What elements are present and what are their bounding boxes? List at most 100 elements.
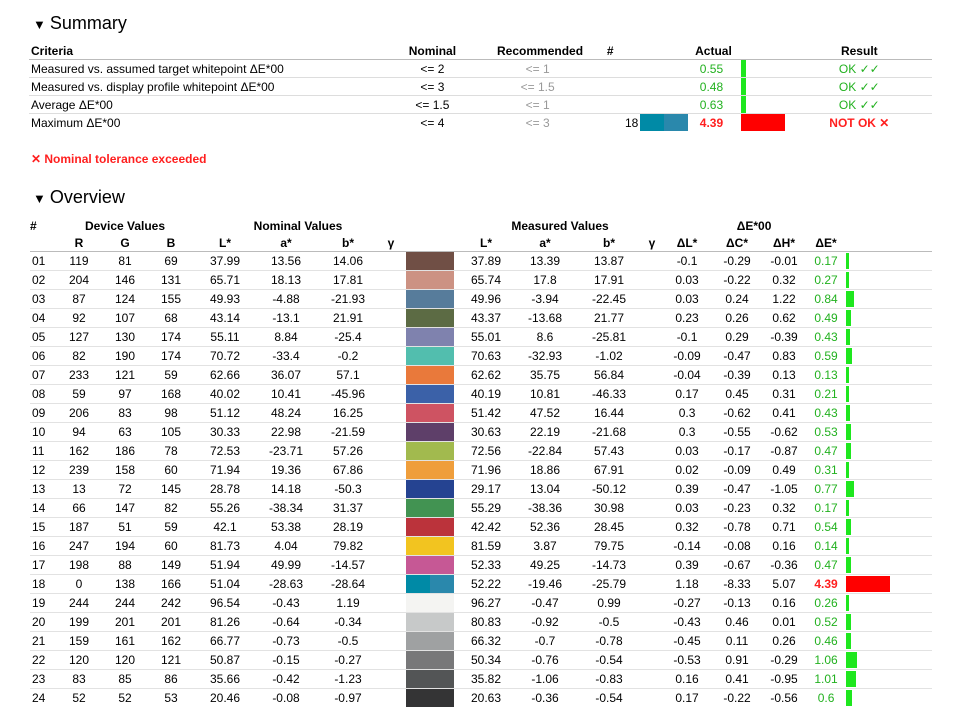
delta-e-bar-cell	[846, 688, 933, 707]
delta-e: 0.47	[806, 441, 847, 461]
overview-section-title[interactable]: ▼ Overview	[33, 187, 125, 208]
device-g: 83	[102, 403, 148, 423]
measured-l: 37.89	[458, 251, 515, 271]
delta-h: 0.49	[762, 460, 807, 480]
device-b: 174	[148, 346, 194, 366]
measured-b: 0.99	[576, 593, 643, 613]
delta-e-bar-cell	[846, 612, 933, 632]
overview-row: 20 199 201 201 81.26 -0.64 -0.34 80.83 -0.92 -0.5…	[30, 612, 933, 632]
overview-row: 16 247 194 60 81.73 4.04 79.82 81.59 3.87 79.75 -0…	[30, 536, 933, 556]
measured-l: 52.33	[458, 555, 515, 575]
row-id: 06	[30, 346, 56, 366]
nominal-l: 71.94	[194, 460, 256, 480]
nominal-a: 53.38	[256, 517, 316, 537]
measured-b: -25.81	[576, 327, 643, 347]
device-r: 127	[56, 327, 102, 347]
delta-e-bar-cell	[846, 517, 933, 537]
measured-l: 20.63	[458, 688, 515, 707]
delta-e-bar-cell	[846, 631, 933, 651]
overview-row: 07 233 121 59 62.66 36.07 57.1 62.62 35.75 56.84-…	[30, 365, 933, 385]
measured-b: -14.73	[576, 555, 643, 575]
overview-title-text: Overview	[49, 187, 125, 207]
measured-l: 51.42	[458, 403, 515, 423]
color-swatch	[406, 518, 455, 536]
tolerance-warning: ✕ Nominal tolerance exceeded	[31, 152, 207, 166]
delta-l: 0.23	[662, 308, 713, 328]
nominal-a: -0.64	[256, 612, 316, 632]
nominal-l: 62.66	[194, 365, 256, 385]
color-swatch-cell	[402, 555, 459, 575]
delta-h: 0.83	[762, 346, 807, 366]
delta-e: 0.77	[806, 479, 847, 499]
collapse-triangle-icon[interactable]: ▼	[33, 17, 46, 32]
subheader-measured-a: a*	[514, 234, 577, 252]
color-swatch	[406, 442, 455, 460]
summary-nominal: <= 2	[369, 59, 496, 78]
color-swatch-cell	[402, 270, 459, 290]
measured-gamma	[642, 593, 663, 613]
device-r: 162	[56, 441, 102, 461]
nominal-b: 67.86	[316, 460, 380, 480]
subheader-delta-c: ΔC*	[712, 234, 763, 252]
measured-gamma	[642, 384, 663, 404]
delta-e: 0.49	[806, 308, 847, 328]
color-swatch	[406, 423, 455, 441]
delta-l: 0.3	[662, 422, 713, 442]
color-swatch	[406, 385, 455, 403]
color-swatch-cell	[402, 422, 459, 442]
delta-e-bar-cell	[846, 574, 933, 594]
subheader-delta-e: ΔE*	[806, 234, 847, 252]
delta-h: 0.26	[762, 631, 807, 651]
delta-c: -0.47	[712, 479, 763, 499]
device-b: 60	[148, 460, 194, 480]
nominal-b: -0.2	[316, 346, 380, 366]
measured-gamma	[642, 308, 663, 328]
delta-e-bar	[846, 633, 852, 649]
delta-h: -0.29	[762, 650, 807, 670]
delta-c: -0.47	[712, 346, 763, 366]
nominal-a: 18.13	[256, 270, 316, 290]
nominal-gamma	[380, 574, 403, 594]
overview-row: 22 120 120 121 50.87 -0.15 -0.27 50.34 -0.76 -0.5…	[30, 650, 933, 670]
measured-a: -0.47	[514, 593, 577, 613]
overview-row: 03 87 124 155 49.93 -4.88 -21.93 49.96 -3.94 -22.…	[30, 289, 933, 309]
delta-h: 0.16	[762, 593, 807, 613]
measured-gamma	[642, 289, 663, 309]
overview-row: 23 83 85 86 35.66 -0.42 -1.23 35.82 -1.06 -0.83 0.…	[30, 669, 933, 689]
measured-gamma	[642, 327, 663, 347]
measured-gamma	[642, 650, 663, 670]
summary-criteria: Measured vs. assumed target whitepoint Δ…	[29, 59, 370, 78]
color-swatch-cell	[402, 327, 459, 347]
summary-row: Measured vs. assumed target whitepoint Δ…	[29, 59, 932, 78]
nominal-l: 65.71	[194, 270, 256, 290]
summary-section-title[interactable]: ▼ Summary	[33, 13, 127, 34]
row-id: 09	[30, 403, 56, 423]
device-r: 83	[56, 669, 102, 689]
delta-c: 0.24	[712, 289, 763, 309]
device-b: 131	[148, 270, 194, 290]
summary-actual-bar	[740, 96, 746, 113]
measured-b: -46.33	[576, 384, 643, 404]
measured-a: -38.36	[514, 498, 577, 518]
delta-e-bar-cell	[846, 441, 933, 461]
row-id: 18	[30, 574, 56, 594]
color-swatch	[406, 689, 455, 707]
delta-h: -0.36	[762, 555, 807, 575]
nominal-b: -1.23	[316, 669, 380, 689]
delta-e-bar	[846, 690, 853, 706]
delta-e-bar-cell	[846, 346, 933, 366]
nominal-a: -0.43	[256, 593, 316, 613]
color-swatch	[406, 556, 455, 574]
overview-row: 01 119 81 69 37.99 13.56 14.06 37.89 13.39 13.87-…	[30, 251, 933, 271]
delta-e-bar	[846, 671, 857, 687]
collapse-triangle-icon[interactable]: ▼	[33, 191, 46, 206]
row-id: 01	[30, 251, 56, 271]
summary-number	[580, 59, 641, 78]
delta-e: 0.6	[806, 688, 847, 707]
device-g: 186	[102, 441, 148, 461]
delta-e: 0.21	[806, 384, 847, 404]
measured-gamma	[642, 536, 663, 556]
row-id: 12	[30, 460, 56, 480]
delta-e-bar-cell	[846, 555, 933, 575]
delta-e-bar-cell	[846, 593, 933, 613]
